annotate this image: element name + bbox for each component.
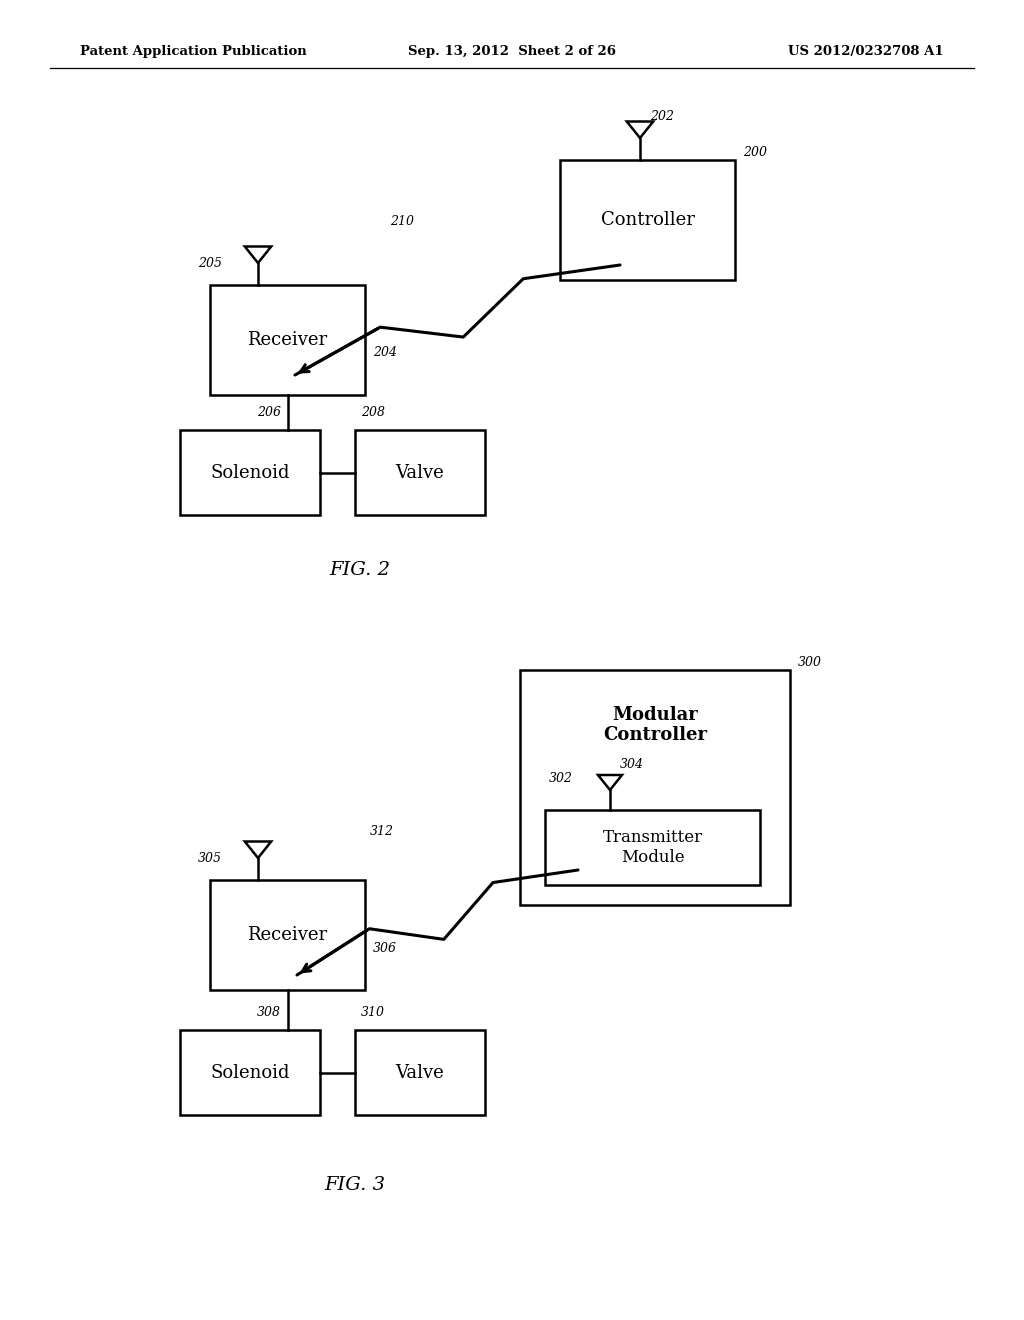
Text: 302: 302 [549, 772, 573, 785]
Bar [355, 1030, 485, 1115]
Text: Sep. 13, 2012  Sheet 2 of 26: Sep. 13, 2012 Sheet 2 of 26 [408, 45, 616, 58]
Text: 308: 308 [257, 1006, 281, 1019]
Text: Controller: Controller [600, 211, 694, 228]
Bar [520, 671, 790, 906]
Bar [180, 430, 319, 515]
Bar [355, 430, 485, 515]
Text: 202: 202 [650, 110, 674, 123]
Text: US 2012/0232708 A1: US 2012/0232708 A1 [788, 45, 944, 58]
Text: 304: 304 [620, 758, 644, 771]
Text: 208: 208 [361, 407, 385, 418]
Text: 210: 210 [390, 215, 414, 228]
Bar [545, 810, 760, 884]
Text: FIG. 2: FIG. 2 [330, 561, 390, 579]
Bar [560, 160, 735, 280]
Text: 312: 312 [370, 825, 394, 838]
Text: Valve: Valve [395, 1064, 444, 1081]
Text: 205: 205 [198, 257, 222, 271]
Text: Solenoid: Solenoid [210, 1064, 290, 1081]
Bar [180, 1030, 319, 1115]
Text: Transmitter
Module: Transmitter Module [602, 829, 702, 866]
Text: 300: 300 [798, 656, 822, 669]
Text: Receiver: Receiver [248, 927, 328, 944]
Text: 204: 204 [373, 346, 397, 359]
Text: Patent Application Publication: Patent Application Publication [80, 45, 307, 58]
Text: 306: 306 [373, 941, 397, 954]
Bar [210, 285, 365, 395]
Text: FIG. 3: FIG. 3 [325, 1176, 385, 1195]
Text: Valve: Valve [395, 463, 444, 482]
Text: 200: 200 [743, 147, 767, 158]
Text: Solenoid: Solenoid [210, 463, 290, 482]
Text: 310: 310 [361, 1006, 385, 1019]
Text: Modular
Controller: Modular Controller [603, 706, 707, 744]
Bar [210, 880, 365, 990]
Text: 206: 206 [257, 407, 281, 418]
Text: 305: 305 [198, 851, 222, 865]
Text: Receiver: Receiver [248, 331, 328, 348]
